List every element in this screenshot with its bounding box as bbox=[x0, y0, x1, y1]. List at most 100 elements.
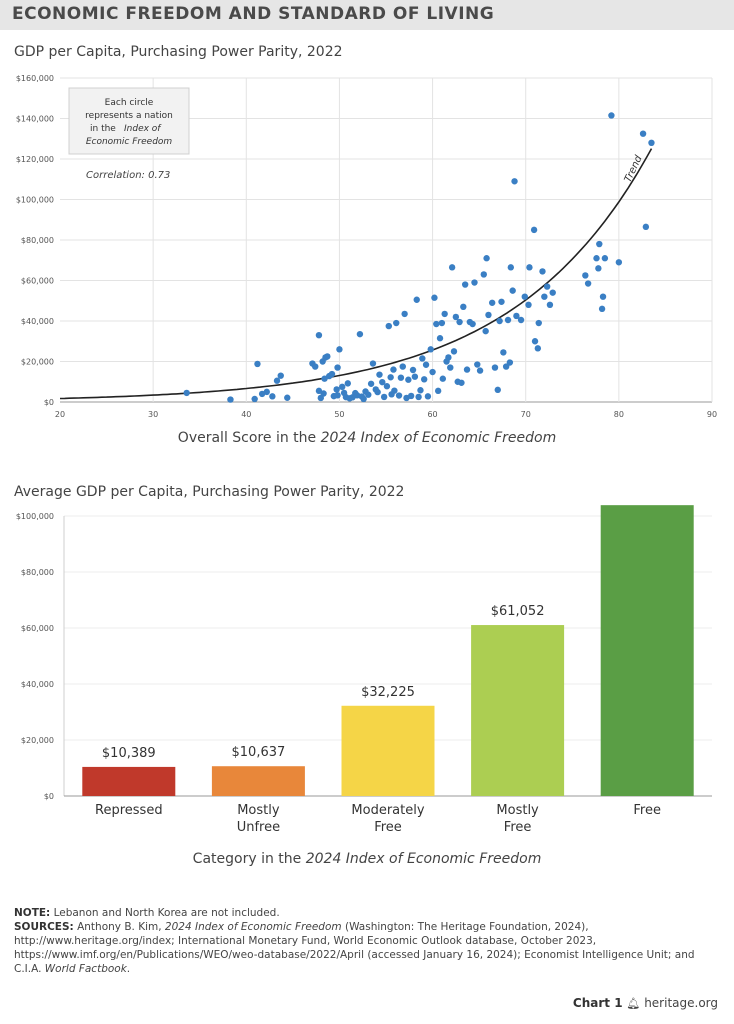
data-point bbox=[315, 331, 323, 339]
data-point bbox=[344, 380, 352, 387]
data-point bbox=[456, 318, 463, 326]
x-tick-label: 60 bbox=[427, 410, 437, 419]
data-point bbox=[598, 305, 606, 313]
category-label: Free bbox=[633, 803, 661, 818]
y-tick-label: $80,000 bbox=[21, 236, 54, 245]
bar-value-label: $10,637 bbox=[232, 745, 286, 760]
category-label: Free bbox=[504, 820, 532, 835]
bar bbox=[600, 505, 694, 796]
data-point bbox=[251, 395, 258, 403]
data-point bbox=[436, 335, 444, 342]
footer: Chart 1 🔔︎ heritage.org bbox=[573, 996, 718, 1010]
bell-icon: 🔔︎ bbox=[626, 997, 641, 1010]
data-point bbox=[315, 387, 323, 395]
data-point bbox=[445, 354, 452, 361]
bar-chart: $0 $20,000 $40,000 $60,000 $80,000 $100,000 $1… bbox=[16, 498, 712, 835]
data-point bbox=[596, 240, 603, 248]
data-point bbox=[420, 376, 428, 383]
legend-text: Each circle bbox=[105, 98, 154, 108]
legend-text: represents a nation bbox=[85, 111, 173, 121]
y-tick-label: $0 bbox=[44, 792, 54, 801]
data-point bbox=[422, 361, 430, 368]
scatter-title: GDP per Capita, Purchasing Power Parity,… bbox=[14, 44, 343, 60]
data-point bbox=[526, 264, 533, 271]
data-point bbox=[474, 361, 481, 368]
y-tick-label: $40,000 bbox=[21, 680, 54, 689]
data-point bbox=[539, 268, 546, 275]
data-point bbox=[491, 364, 499, 371]
data-point bbox=[376, 371, 383, 378]
data-point bbox=[401, 310, 408, 318]
bar bbox=[341, 705, 435, 796]
sources-line: SOURCES: Anthony B. Kim, 2024 Index of E… bbox=[14, 921, 695, 975]
data-point bbox=[263, 388, 270, 396]
data-point bbox=[593, 255, 600, 262]
category-label: Mostly bbox=[496, 803, 539, 818]
data-point bbox=[500, 349, 507, 356]
x-tick-label: 90 bbox=[707, 410, 717, 419]
data-point bbox=[419, 355, 426, 362]
data-point bbox=[387, 374, 394, 381]
y-tick-label: $100,000 bbox=[16, 512, 54, 521]
data-point bbox=[405, 376, 412, 383]
y-tick-label: $140,000 bbox=[16, 115, 54, 124]
data-point bbox=[380, 393, 388, 401]
data-point bbox=[480, 271, 487, 278]
site-link[interactable]: heritage.org bbox=[644, 996, 718, 1010]
data-point bbox=[531, 338, 539, 345]
y-tick-label: $160,000 bbox=[16, 74, 54, 83]
y-tick-label: $80,000 bbox=[21, 568, 54, 577]
data-point bbox=[496, 317, 503, 325]
data-point bbox=[502, 363, 510, 370]
data-point bbox=[439, 375, 447, 382]
trend-label: Trend bbox=[623, 153, 645, 184]
data-point bbox=[339, 383, 346, 391]
x-tick-label: 50 bbox=[334, 410, 344, 419]
data-point bbox=[369, 360, 377, 367]
y-tick-label: $60,000 bbox=[21, 277, 54, 286]
data-point bbox=[324, 353, 331, 360]
data-point bbox=[471, 279, 478, 286]
data-point bbox=[582, 272, 589, 279]
category-label: Unfree bbox=[237, 820, 280, 835]
data-point bbox=[407, 392, 415, 400]
data-point bbox=[269, 393, 276, 400]
data-point bbox=[584, 280, 592, 287]
data-point bbox=[183, 389, 190, 397]
y-tick-label: $0 bbox=[44, 398, 54, 407]
correlation-label: Correlation: 0.73 bbox=[86, 170, 170, 181]
category-label: Mostly bbox=[237, 803, 280, 818]
bar-title: Average GDP per Capita, Purchasing Power… bbox=[14, 484, 405, 500]
data-point bbox=[447, 364, 454, 371]
data-point bbox=[395, 392, 403, 399]
data-point bbox=[507, 264, 515, 271]
bar-value-label: $10,389 bbox=[102, 746, 156, 761]
data-point bbox=[438, 319, 446, 327]
y-tick-label: $20,000 bbox=[21, 358, 54, 367]
data-point bbox=[483, 255, 490, 262]
bar-value-label: $61,052 bbox=[491, 604, 545, 619]
data-point bbox=[409, 366, 417, 374]
data-point bbox=[615, 259, 623, 266]
legend-box bbox=[68, 87, 190, 155]
data-point bbox=[448, 264, 456, 271]
bar bbox=[211, 766, 305, 796]
x-tick-label: 30 bbox=[148, 410, 158, 419]
data-point bbox=[397, 374, 405, 381]
data-point bbox=[460, 303, 467, 311]
data-point bbox=[431, 294, 438, 301]
category-label: Repressed bbox=[95, 803, 163, 818]
data-point bbox=[639, 130, 647, 137]
header-bar: ECONOMIC FREEDOM AND STANDARD OF LIVING bbox=[0, 0, 734, 30]
data-point bbox=[450, 348, 458, 355]
data-point bbox=[334, 364, 341, 371]
data-point bbox=[433, 320, 440, 328]
data-point bbox=[393, 319, 400, 327]
data-point bbox=[385, 322, 392, 330]
data-point bbox=[599, 293, 607, 300]
data-point bbox=[417, 387, 424, 394]
scatter-xlabel: Overall Score in the 2024 Index of Econo… bbox=[177, 430, 557, 446]
note-line: NOTE: Lebanon and North Korea are not in… bbox=[14, 907, 280, 919]
data-point bbox=[321, 375, 328, 382]
data-point bbox=[360, 395, 367, 403]
